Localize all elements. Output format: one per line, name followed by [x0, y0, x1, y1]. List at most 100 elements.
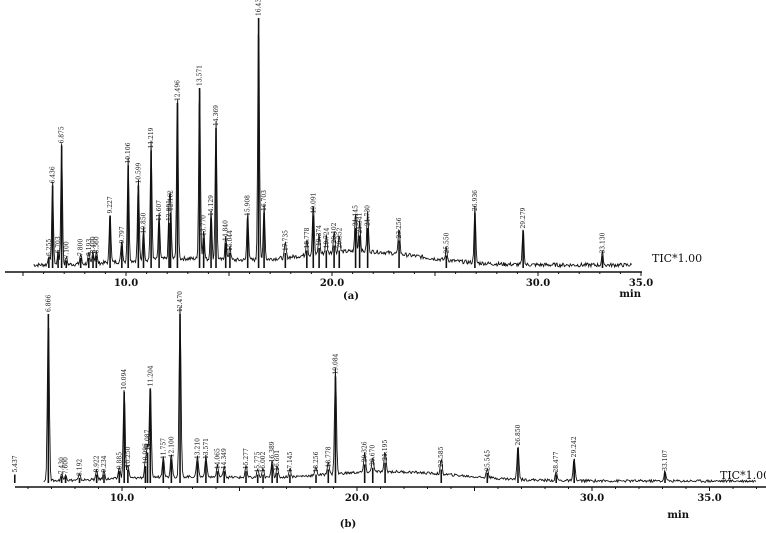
peak-retention-label: 19.724: [323, 227, 330, 248]
peak-retention-label: 10.106: [125, 142, 132, 163]
peak-retention-label: 6.866: [45, 295, 52, 312]
peak-retention-label: 5.437: [12, 455, 19, 472]
peak-retention-label: 11.219: [148, 127, 155, 148]
peak-retention-label: 11.087: [145, 429, 152, 450]
peak-retention-label: 12.470: [177, 291, 184, 312]
peak-retention-label: 21.195: [382, 440, 389, 461]
peak-retention-label: 19.374: [316, 225, 323, 246]
peak-retention-label: 23.256: [396, 217, 403, 238]
x-tick-label: 10.0: [110, 493, 134, 504]
peak-retention-label: 29.279: [520, 207, 527, 228]
tic-scale-label: TIC*1.00: [652, 252, 702, 265]
peak-retention-label: 19.084: [332, 353, 339, 374]
peak-retention-label: 14.349: [221, 448, 228, 469]
peak-retention-label: 21.341: [357, 213, 364, 234]
x-axis-unit-label: min: [619, 289, 641, 300]
peak-retention-label: 26.850: [515, 424, 522, 445]
peak-retention-label: 19.091: [310, 193, 317, 214]
peak-retention-label: 11.607: [156, 200, 163, 221]
peak-retention-label: 10.599: [135, 162, 142, 183]
peak-retention-label: 7.800: [78, 239, 85, 256]
peak-retention-label: 13.571: [197, 65, 204, 86]
peak-retention-label: 15.908: [245, 195, 252, 216]
peak-retention-label: 14.369: [213, 105, 220, 126]
tic-trace-line: [43, 306, 757, 484]
tic-scale-label: TIC*1.00: [720, 469, 766, 482]
peak-retention-label: 8.560: [93, 236, 100, 253]
peak-retention-label: 10.094: [121, 369, 128, 390]
peak-retention-label: 16.437: [256, 0, 263, 16]
peak-retention-label: 18.778: [325, 446, 332, 467]
peak-retention-label: 15.044: [227, 230, 234, 251]
peak-retention-label: 20.326: [362, 441, 369, 462]
peak-retention-label: 6.703: [55, 236, 62, 253]
peak-retention-label: 16.601: [274, 450, 281, 471]
peak-retention-label: 18.778: [304, 227, 311, 248]
peak-retention-label: 8.193: [86, 239, 93, 256]
panel-label: (b): [340, 519, 356, 530]
peak-retention-label: 12.496: [174, 80, 181, 101]
peak-retention-label: 15.775: [255, 451, 262, 472]
peak-retention-label: 20.352: [336, 227, 343, 248]
peak-retention-label: 16.389: [269, 441, 276, 462]
peak-retention-label: 9.227: [107, 196, 114, 213]
peak-retention-label: 10.850: [141, 212, 148, 233]
peak-retention-label: 23.585: [438, 446, 445, 467]
peak-retention-label: 6.436: [50, 166, 57, 183]
peak-retention-label: 20.670: [370, 445, 377, 466]
peak-retention-label: 29.242: [571, 436, 578, 457]
tic-trace-line: [33, 34, 632, 269]
x-tick-label: 35.0: [629, 278, 653, 289]
peak-retention-label: 8.922: [94, 455, 101, 472]
panel-label: (a): [343, 291, 359, 302]
x-tick-label: 10.0: [114, 278, 138, 289]
peak-retention-label: 21.145: [353, 205, 360, 226]
peak-retention-label: 18.256: [313, 451, 320, 472]
peak-retention-label: 14.129: [208, 195, 215, 216]
peak-retention-label: 12.100: [168, 436, 175, 457]
peak-retention-label: 21.730: [365, 205, 372, 226]
x-tick-label: 20.0: [345, 493, 369, 504]
peak-retention-label: 12.162: [168, 190, 175, 211]
peak-retention-label: 7.430: [59, 457, 66, 474]
x-tick-label: 30.0: [580, 493, 604, 504]
peak-retention-label: 16.002: [260, 451, 267, 472]
peak-retention-label: 7.100: [63, 241, 70, 258]
x-axis-unit-label: min: [667, 510, 689, 521]
peak-retention-label: 13.770: [201, 215, 208, 236]
peak-retention-label: 13.210: [194, 438, 201, 459]
peak-retention-label: 17.735: [282, 230, 289, 251]
peak-retention-label: 28.477: [553, 451, 560, 472]
peak-retention-label: 9.234: [101, 455, 108, 472]
peak-retention-label: 6.875: [59, 126, 66, 143]
peak-retention-label: 16.703: [261, 190, 268, 211]
peak-retention-label: 17.145: [287, 451, 294, 472]
peak-retention-label: 33.107: [662, 450, 669, 471]
peak-retention-label: 10.996: [142, 443, 149, 464]
peak-retention-label: 11.757: [160, 438, 167, 459]
peak-retention-label: 9.885: [116, 452, 123, 469]
peak-retention-label: 14.065: [215, 448, 222, 469]
peak-retention-label: 14.840: [223, 220, 230, 241]
x-tick-label: 35.0: [697, 493, 721, 504]
x-tick-label: 30.0: [526, 278, 550, 289]
peak-retention-label: 8.400: [90, 236, 97, 253]
peak-retention-label: 6.255: [46, 239, 53, 256]
peak-retention-label: 26.936: [472, 190, 479, 211]
chromatogram-panel-b: 10.0 20.0 30.0 35.0 min (b) TIC*1.00 5.437 6.866…: [12, 291, 766, 530]
peak-retention-label: 12.091: [166, 200, 173, 221]
peak-retention-label: 25.545: [484, 450, 491, 471]
peak-retention-label: 10.250: [125, 446, 132, 467]
peak-retention-label: 11.204: [147, 365, 154, 386]
peak-retention-label: 15.277: [243, 448, 250, 469]
peak-retention-label: 25.550: [443, 232, 450, 253]
peak-retention-label: 9.797: [119, 226, 126, 243]
x-tick-label: 20.0: [320, 278, 344, 289]
peak-retention-label: 8.192: [77, 459, 84, 476]
peak-retention-label: 13.571: [203, 438, 210, 459]
peak-retention-label: 33.130: [599, 232, 606, 253]
peak-retention-label: 20.102: [331, 222, 338, 243]
peak-retention-label: 7.600: [63, 457, 70, 474]
